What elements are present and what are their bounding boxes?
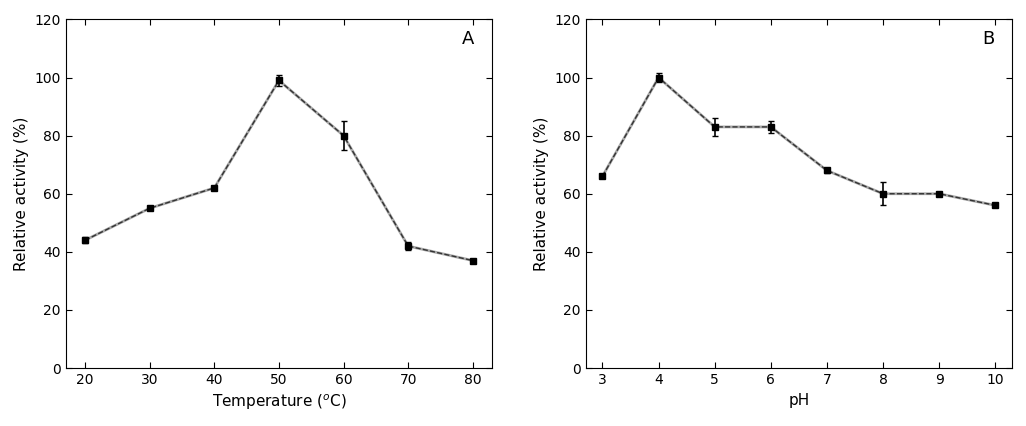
Text: B: B [982, 30, 994, 48]
X-axis label: pH: pH [788, 392, 810, 408]
Y-axis label: Relative activity (%): Relative activity (%) [14, 117, 29, 271]
Y-axis label: Relative activity (%): Relative activity (%) [534, 117, 549, 271]
Text: A: A [463, 30, 475, 48]
X-axis label: Temperature ($^{o}$C): Temperature ($^{o}$C) [211, 392, 346, 412]
